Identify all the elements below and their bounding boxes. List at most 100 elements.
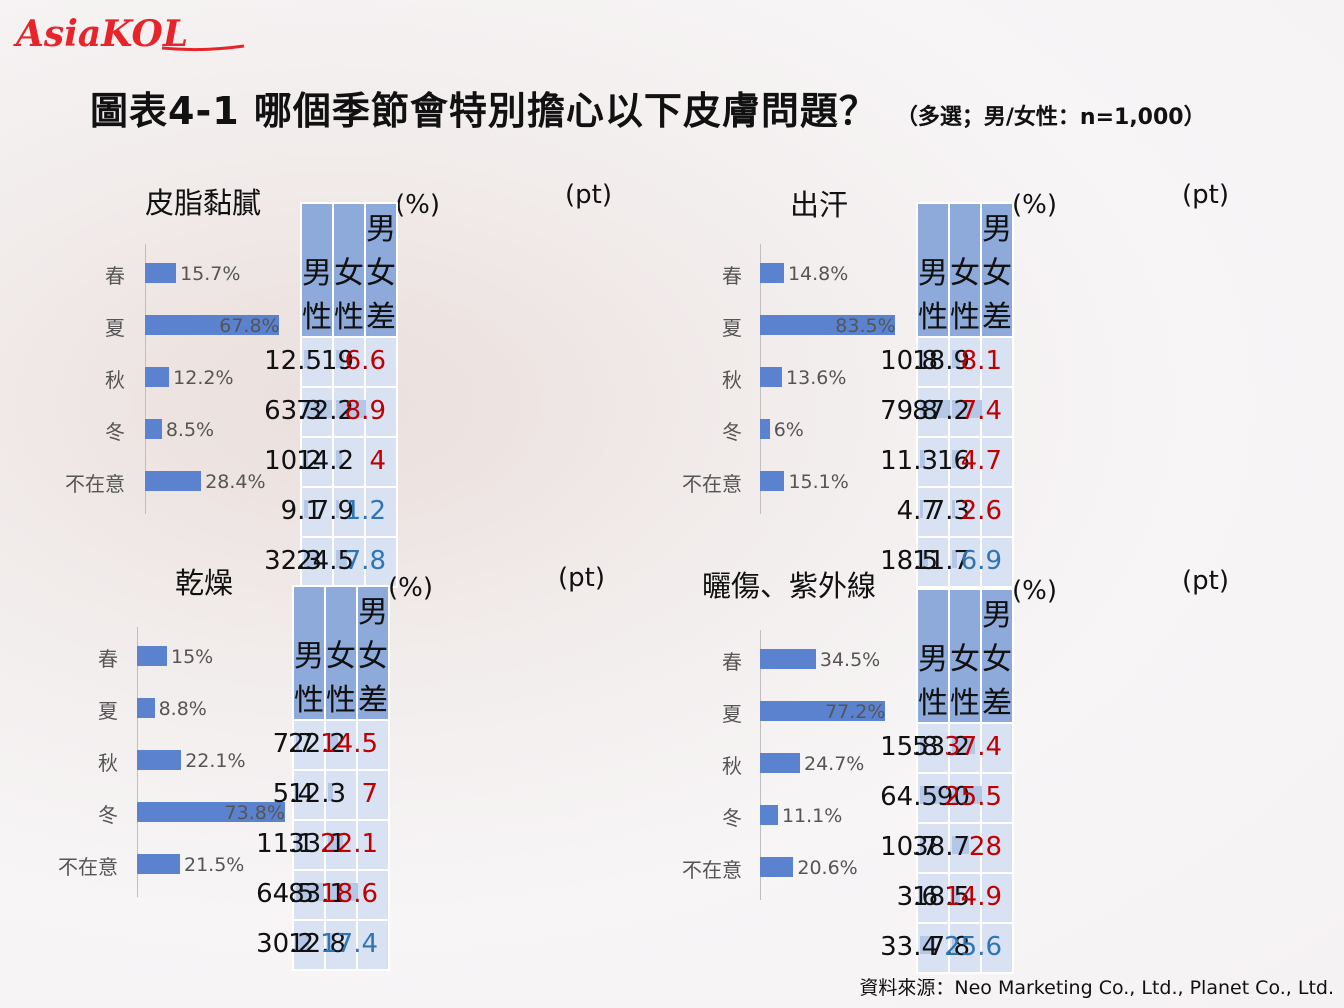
female-cell: 33.1 <box>288 819 358 871</box>
cell-value: 24.5 <box>296 546 354 576</box>
bar <box>137 646 167 666</box>
mini-bar <box>328 933 334 951</box>
diff-cell: 6.6 <box>345 336 398 388</box>
category-label: 秋 <box>722 754 742 778</box>
female-cell: 16 <box>937 436 982 488</box>
category-label: 夏 <box>98 699 118 723</box>
table-row: 32.3 24.5 7.8 <box>264 536 398 588</box>
female-cell: 38.7 <box>912 822 982 874</box>
female-cell: 83.1 <box>288 869 365 921</box>
diff-cell: 28 <box>969 822 1014 874</box>
cell-value: 18.9 <box>912 346 970 376</box>
bar-value-label: 15.7% <box>180 263 241 285</box>
table-row: 3.6 18.5 14.9 <box>897 872 1014 924</box>
diff-value: 22.1 <box>320 829 378 859</box>
diff-cell: 25.5 <box>944 772 1014 824</box>
female-cell: 14.2 <box>296 436 366 488</box>
category-label: 不在意 <box>65 472 125 496</box>
cell-value: 33.4 <box>880 932 938 962</box>
mini-bar <box>952 836 970 854</box>
mini-bar <box>920 936 935 954</box>
category-label: 夏 <box>722 316 742 340</box>
cell-value: 12.8 <box>288 929 346 959</box>
mini-bar <box>328 783 334 801</box>
gender-table: 男性 女性 男女差 15.8 53.2 37.4 64.5 90 25.5 10.7 38.7 28 3… <box>880 588 1014 974</box>
unit-point-label: (pt) <box>1182 566 1229 596</box>
bar-value-label: 21.5% <box>184 854 245 876</box>
male-cell: 11.1 <box>256 819 326 871</box>
table-header: 女性 <box>948 588 982 724</box>
mini-bar <box>328 733 338 751</box>
page-title: 圖表4-1 哪個季節會特別擔心以下皮膚問題？ （多選；男/女性：n=1,000） <box>90 80 1206 135</box>
diff-cell: 7 <box>356 769 390 821</box>
cell-value: 10.8 <box>880 346 938 376</box>
bar <box>760 419 770 439</box>
bar <box>760 857 794 877</box>
category-label: 冬 <box>105 420 125 444</box>
diff-value: 7 <box>361 779 378 809</box>
category-label: 冬 <box>722 806 742 830</box>
male-cell: 4.7 <box>897 486 950 538</box>
mini-bar <box>296 733 300 751</box>
diff-cell: 14.5 <box>320 719 390 771</box>
category-label: 秋 <box>105 368 125 392</box>
mini-bar <box>336 400 368 418</box>
diff-value: 7.8 <box>344 546 386 576</box>
unit-point-label: (pt) <box>565 180 612 210</box>
cell-value: 64.5 <box>256 879 314 909</box>
unit-percent-label: (%) <box>1012 576 1057 606</box>
diff-cell: 22.1 <box>320 819 390 871</box>
chart-title: 乾燥 <box>175 566 234 600</box>
diff-value: 37.4 <box>944 732 1002 762</box>
table-header: 女性 <box>324 585 358 721</box>
table-row: 5.4 12.3 7 <box>273 769 390 821</box>
unit-percent-label: (%) <box>1012 190 1057 220</box>
cell-value: 19 <box>320 346 354 376</box>
bar <box>137 698 155 718</box>
cell-value: 7.8 <box>928 932 970 962</box>
bar <box>760 263 784 283</box>
bar-value-label: 11.1% <box>781 805 843 827</box>
cell-value: 33.1 <box>288 829 346 859</box>
bar <box>145 367 170 387</box>
mini-bar <box>304 350 310 368</box>
table-header: 男女差 <box>356 585 390 721</box>
male-cell: 15.8 <box>880 722 950 774</box>
mini-bar <box>920 450 925 468</box>
table-row: 11.3 16 4.7 <box>880 436 1014 488</box>
chart-title: 曬傷、紫外線 <box>702 569 877 603</box>
male-cell: 18.5 <box>880 536 950 588</box>
female-cell: 24.5 <box>296 536 366 588</box>
diff-value: 14.5 <box>320 729 378 759</box>
bar-value-label: 15% <box>171 646 214 668</box>
diff-cell: 8.9 <box>345 386 398 438</box>
female-cell: 7.9 <box>313 486 366 538</box>
cell-value: 53.2 <box>912 732 970 762</box>
category-label: 夏 <box>105 316 125 340</box>
bar-value-label: 73.8% <box>224 802 285 824</box>
diff-value: 28 <box>968 832 1002 862</box>
mini-bar <box>952 550 958 568</box>
cell-value: 12.5 <box>264 346 322 376</box>
mini-bar <box>304 450 309 468</box>
mini-bar <box>328 833 343 851</box>
cell-value: 38.7 <box>912 832 970 862</box>
diff-value: 6.9 <box>960 546 1002 576</box>
mini-bar <box>296 883 325 901</box>
mini-bar <box>920 886 923 904</box>
table-row: 10.8 18.9 8.1 <box>880 336 1014 388</box>
male-cell: 64.5 <box>256 869 326 921</box>
bar <box>145 419 162 439</box>
diff-value: 2.6 <box>960 496 1002 526</box>
mini-bar <box>304 400 332 418</box>
diff-cell: 7.4 <box>961 386 1014 438</box>
table-row: 79.8 87.2 7.4 <box>880 386 1014 438</box>
cell-value: 64.5 <box>880 782 938 812</box>
mini-bar <box>920 500 923 518</box>
logo-text: AsiaKOL <box>13 13 188 55</box>
bar-value-label: 77.2% <box>825 701 886 723</box>
mini-bar <box>336 450 343 468</box>
cell-value: 11.3 <box>880 446 938 476</box>
female-cell: 11.7 <box>912 536 982 588</box>
cell-value: 4.7 <box>896 496 938 526</box>
